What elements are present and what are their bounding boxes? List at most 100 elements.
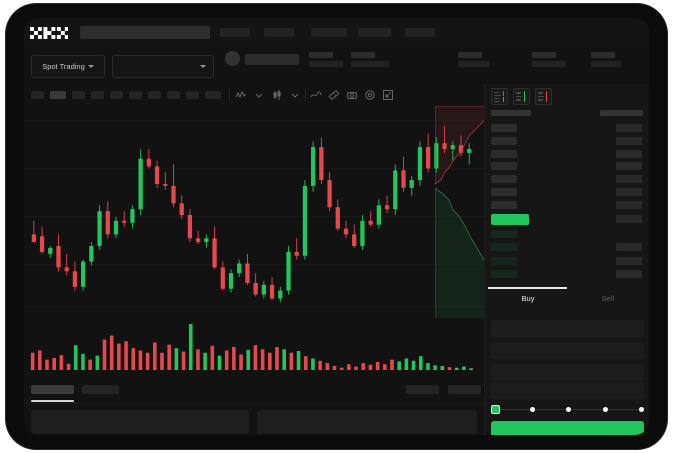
- toolbar-divider: [229, 89, 230, 101]
- order-book-ask-row[interactable]: [491, 162, 517, 171]
- timeframe-4[interactable]: [91, 91, 104, 99]
- order-book-ask-row[interactable]: [491, 175, 517, 184]
- order-book-ask-size: [616, 149, 642, 158]
- gridline: [24, 120, 484, 121]
- timeframe-5[interactable]: [110, 91, 123, 99]
- orderbook-asks-icon[interactable]: [535, 88, 552, 105]
- order-field-2[interactable]: [491, 342, 644, 359]
- order-book-bid-row[interactable]: [491, 270, 517, 279]
- timeframe-7[interactable]: [148, 91, 161, 99]
- nav-item-3[interactable]: [311, 28, 347, 37]
- column-header-amount: [600, 110, 643, 116]
- bottom-panel-right[interactable]: [257, 410, 477, 434]
- active-tab-indicator: [31, 400, 74, 402]
- order-book-ask-row[interactable]: [491, 149, 517, 158]
- nav-item-4[interactable]: [358, 28, 391, 37]
- trading-mode-label: Spot Trading: [42, 62, 85, 71]
- toolbar-divider: [305, 89, 306, 101]
- tab-sell[interactable]: Sell: [601, 294, 615, 303]
- tablet-device-frame: Spot Trading: [6, 4, 667, 449]
- timeframe-3[interactable]: [72, 91, 85, 99]
- chevron-down-icon: [87, 65, 94, 68]
- order-book-ask-size: [616, 188, 642, 196]
- stat-block-2: [351, 52, 389, 67]
- timeframe-10[interactable]: [205, 91, 221, 99]
- order-book-ask-row[interactable]: [491, 124, 517, 132]
- nav-search-input[interactable]: [80, 26, 210, 39]
- amount-percent-slider[interactable]: [491, 404, 644, 414]
- camera-icon[interactable]: [346, 89, 358, 101]
- nav-item-5[interactable]: [405, 28, 435, 37]
- trading-pair-selector[interactable]: [112, 55, 214, 78]
- order-book-bid-row[interactable]: [491, 243, 517, 252]
- line-chart-icon[interactable]: [310, 89, 322, 101]
- chevron-down-icon[interactable]: [289, 89, 301, 101]
- active-side-indicator: [488, 287, 567, 289]
- chevron-down-icon: [200, 65, 206, 68]
- candlestick-series: [31, 125, 472, 303]
- measure-ruler-icon[interactable]: [328, 89, 340, 101]
- nav-item-1[interactable]: [220, 28, 250, 37]
- volume-series: [30, 324, 473, 370]
- slider-stop-25[interactable]: [530, 406, 535, 412]
- order-book-depth-chart: [435, 106, 495, 334]
- price-chart[interactable]: [24, 106, 484, 318]
- gridline: [24, 216, 484, 217]
- order-book-view-modes: [491, 88, 552, 105]
- orderbook-both-icon[interactable]: [491, 88, 508, 105]
- last-price-row[interactable]: [491, 213, 529, 225]
- gridline: [24, 306, 484, 307]
- slider-stop-75[interactable]: [603, 406, 608, 412]
- bottom-tab-1[interactable]: [31, 385, 74, 394]
- depth-area: [435, 106, 495, 334]
- indicator-icon[interactable]: [235, 89, 247, 101]
- timeframe-2[interactable]: [50, 91, 66, 99]
- okx-trading-screen: Spot Trading: [24, 18, 649, 435]
- timeframe-8[interactable]: [167, 91, 180, 99]
- order-book-last-size: [616, 215, 642, 224]
- candlestick-icon[interactable]: [271, 89, 283, 101]
- order-field-1[interactable]: [491, 320, 644, 337]
- order-book-ask-size: [616, 136, 642, 145]
- volume-chart: [24, 318, 484, 378]
- top-navigation-bar: [24, 18, 649, 48]
- timeframe-1[interactable]: [31, 91, 44, 99]
- slider-stop-50[interactable]: [566, 406, 571, 412]
- slider-stop-100[interactable]: [639, 406, 644, 412]
- order-book-bid-row[interactable]: [491, 229, 517, 238]
- order-book-ask-row[interactable]: [491, 188, 517, 196]
- nav-item-2[interactable]: [264, 28, 294, 37]
- order-book-ask-size: [616, 175, 642, 184]
- buy-sell-tabs: Buy Sell: [485, 286, 649, 314]
- stat-block-3: [458, 52, 490, 67]
- order-book-ask-row[interactable]: [491, 136, 517, 145]
- bottom-tab-bar: [24, 378, 484, 404]
- order-book-ask-size: [616, 162, 642, 171]
- slider-handle[interactable]: [491, 405, 500, 414]
- gridline: [24, 264, 484, 265]
- bottom-panel-left[interactable]: [31, 410, 249, 434]
- bottom-tab-right-2[interactable]: [448, 385, 481, 394]
- bottom-tab-right-1[interactable]: [406, 385, 439, 394]
- order-book-panel: Buy Sell: [484, 84, 649, 435]
- order-book-ask-row[interactable]: [491, 200, 517, 209]
- gridline: [24, 168, 484, 169]
- fullscreen-icon[interactable]: [382, 89, 394, 101]
- orderbook-bids-icon[interactable]: [513, 88, 530, 105]
- stat-block-5: [591, 52, 621, 67]
- timeframe-6[interactable]: [129, 91, 142, 99]
- timeframe-9[interactable]: [186, 91, 199, 99]
- settings-gear-icon[interactable]: [364, 89, 376, 101]
- order-book-bid-size: [616, 270, 642, 279]
- order-field-4[interactable]: [491, 382, 644, 399]
- submit-buy-button[interactable]: [491, 421, 644, 435]
- okx-logo[interactable]: [30, 27, 68, 39]
- trading-mode-selector[interactable]: Spot Trading: [31, 55, 105, 78]
- chevron-down-icon[interactable]: [253, 89, 265, 101]
- order-book-ask-size: [616, 124, 642, 132]
- tab-buy[interactable]: Buy: [521, 294, 535, 303]
- order-field-3[interactable]: [491, 364, 644, 381]
- order-book-bid-row[interactable]: [491, 256, 517, 265]
- bottom-tab-2[interactable]: [82, 385, 119, 394]
- order-book-bid-size: [616, 243, 642, 252]
